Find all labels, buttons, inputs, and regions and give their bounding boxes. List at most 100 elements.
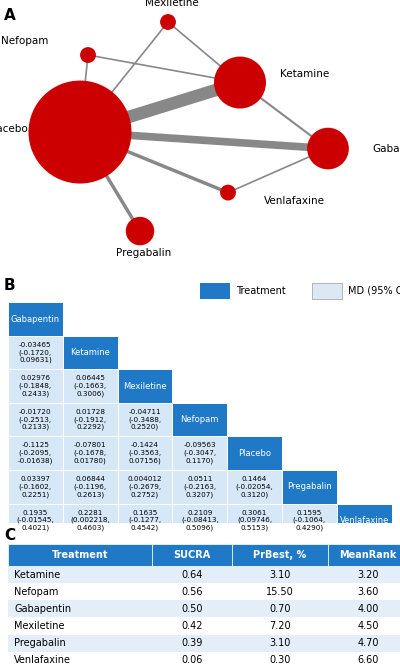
Text: 0.0511
(-0.2163,
0.3207): 0.0511 (-0.2163, 0.3207) [183, 476, 216, 497]
Text: 4.00: 4.00 [357, 604, 379, 614]
Text: Nefopam: Nefopam [181, 415, 219, 424]
FancyBboxPatch shape [8, 370, 63, 403]
Text: 0.06: 0.06 [181, 655, 203, 665]
Text: SUCRA: SUCRA [173, 550, 211, 560]
Text: 0.2109
(-0.08413,
0.5096): 0.2109 (-0.08413, 0.5096) [181, 509, 219, 531]
FancyBboxPatch shape [152, 601, 232, 617]
FancyBboxPatch shape [232, 544, 328, 566]
Text: 0.50: 0.50 [181, 604, 203, 614]
Text: 0.2281
(0.002218,
0.4603): 0.2281 (0.002218, 0.4603) [70, 509, 110, 531]
FancyBboxPatch shape [328, 617, 400, 635]
FancyBboxPatch shape [118, 370, 172, 403]
Point [137, 225, 143, 236]
Text: 6.60: 6.60 [357, 655, 379, 665]
FancyBboxPatch shape [63, 370, 118, 403]
FancyBboxPatch shape [152, 544, 232, 566]
FancyBboxPatch shape [328, 583, 400, 601]
FancyBboxPatch shape [8, 652, 152, 668]
Point [77, 127, 83, 138]
FancyBboxPatch shape [63, 403, 118, 437]
FancyBboxPatch shape [8, 635, 152, 652]
Text: Mexiletine: Mexiletine [14, 621, 64, 631]
FancyBboxPatch shape [118, 470, 172, 503]
Text: 3.10: 3.10 [269, 638, 291, 648]
Text: 0.06445
(-0.1663,
0.3006): 0.06445 (-0.1663, 0.3006) [74, 376, 107, 397]
FancyBboxPatch shape [8, 437, 63, 470]
FancyBboxPatch shape [172, 403, 227, 437]
FancyBboxPatch shape [152, 652, 232, 668]
FancyBboxPatch shape [152, 583, 232, 601]
FancyBboxPatch shape [328, 635, 400, 652]
Text: C: C [4, 528, 15, 544]
Text: Venlafaxine: Venlafaxine [14, 655, 71, 665]
FancyBboxPatch shape [172, 470, 227, 503]
Text: 0.1935
(-0.01545,
0.4021): 0.1935 (-0.01545, 0.4021) [16, 509, 54, 531]
Text: 0.1635
(-0.1277,
0.4542): 0.1635 (-0.1277, 0.4542) [128, 509, 162, 531]
FancyBboxPatch shape [232, 652, 328, 668]
FancyBboxPatch shape [8, 503, 63, 537]
Text: B: B [4, 278, 16, 293]
Text: 0.42: 0.42 [181, 621, 203, 631]
FancyBboxPatch shape [8, 583, 152, 601]
FancyBboxPatch shape [337, 503, 392, 537]
FancyBboxPatch shape [118, 403, 172, 437]
FancyBboxPatch shape [8, 470, 63, 503]
FancyBboxPatch shape [8, 336, 63, 370]
Text: Placebo: Placebo [0, 124, 28, 134]
Text: -0.09563
(-0.3047,
0.1170): -0.09563 (-0.3047, 0.1170) [183, 442, 216, 464]
FancyBboxPatch shape [232, 635, 328, 652]
Text: Pregabalin: Pregabalin [116, 248, 172, 258]
Text: -0.07801
(-0.1678,
0.01780): -0.07801 (-0.1678, 0.01780) [74, 442, 107, 464]
FancyBboxPatch shape [63, 470, 118, 503]
Text: MD (95% CrI): MD (95% CrI) [348, 286, 400, 296]
FancyBboxPatch shape [8, 544, 152, 566]
Text: 0.70: 0.70 [269, 604, 291, 614]
Text: Ketamine: Ketamine [14, 570, 60, 580]
Text: Nefopam: Nefopam [1, 36, 48, 46]
Text: Treatment: Treatment [52, 550, 108, 560]
FancyBboxPatch shape [172, 437, 227, 470]
Text: -0.1424
(-0.3563,
0.07156): -0.1424 (-0.3563, 0.07156) [128, 442, 162, 464]
Text: Gabapentin: Gabapentin [11, 315, 60, 323]
FancyBboxPatch shape [8, 403, 63, 437]
FancyBboxPatch shape [328, 566, 400, 583]
Text: 0.03397
(-0.1602,
0.2251): 0.03397 (-0.1602, 0.2251) [19, 476, 52, 497]
FancyBboxPatch shape [232, 601, 328, 617]
FancyBboxPatch shape [118, 437, 172, 470]
Text: Pregabalin: Pregabalin [287, 482, 332, 491]
FancyBboxPatch shape [63, 437, 118, 470]
Text: 0.004012
(-0.2679,
0.2752): 0.004012 (-0.2679, 0.2752) [128, 476, 162, 497]
FancyBboxPatch shape [227, 470, 282, 503]
FancyBboxPatch shape [232, 583, 328, 601]
Text: 3.10: 3.10 [269, 570, 291, 580]
FancyBboxPatch shape [227, 437, 282, 470]
Text: Mexiletine: Mexiletine [123, 382, 167, 391]
FancyBboxPatch shape [118, 503, 172, 537]
Text: -0.1125
(-0.2095,
-0.01638): -0.1125 (-0.2095, -0.01638) [18, 442, 53, 464]
Text: Venlafaxine: Venlafaxine [340, 516, 389, 525]
Point [225, 187, 231, 198]
Point [325, 143, 331, 154]
Text: A: A [4, 8, 16, 23]
Text: 0.1595
(-0.1064,
0.4290): 0.1595 (-0.1064, 0.4290) [293, 509, 326, 531]
FancyBboxPatch shape [63, 503, 118, 537]
FancyBboxPatch shape [312, 282, 342, 299]
Text: 15.50: 15.50 [266, 587, 294, 597]
Point [237, 77, 243, 88]
Text: 0.01728
(-0.1912,
0.2292): 0.01728 (-0.1912, 0.2292) [74, 409, 107, 431]
FancyBboxPatch shape [328, 601, 400, 617]
FancyBboxPatch shape [232, 617, 328, 635]
Text: 0.1464
(-0.02054,
0.3120): 0.1464 (-0.02054, 0.3120) [236, 476, 274, 497]
FancyBboxPatch shape [282, 470, 337, 503]
Text: 3.60: 3.60 [357, 587, 379, 597]
Text: 4.70: 4.70 [357, 638, 379, 648]
FancyBboxPatch shape [328, 544, 400, 566]
Point [165, 17, 171, 28]
Text: 3.20: 3.20 [357, 570, 379, 580]
Text: -0.04711
(-0.3488,
0.2520): -0.04711 (-0.3488, 0.2520) [128, 409, 162, 431]
Text: Gabapentin: Gabapentin [372, 144, 400, 154]
FancyBboxPatch shape [227, 503, 282, 537]
FancyBboxPatch shape [172, 503, 227, 537]
FancyBboxPatch shape [8, 303, 63, 336]
Text: -0.01720
(-0.2513,
0.2133): -0.01720 (-0.2513, 0.2133) [19, 409, 52, 431]
